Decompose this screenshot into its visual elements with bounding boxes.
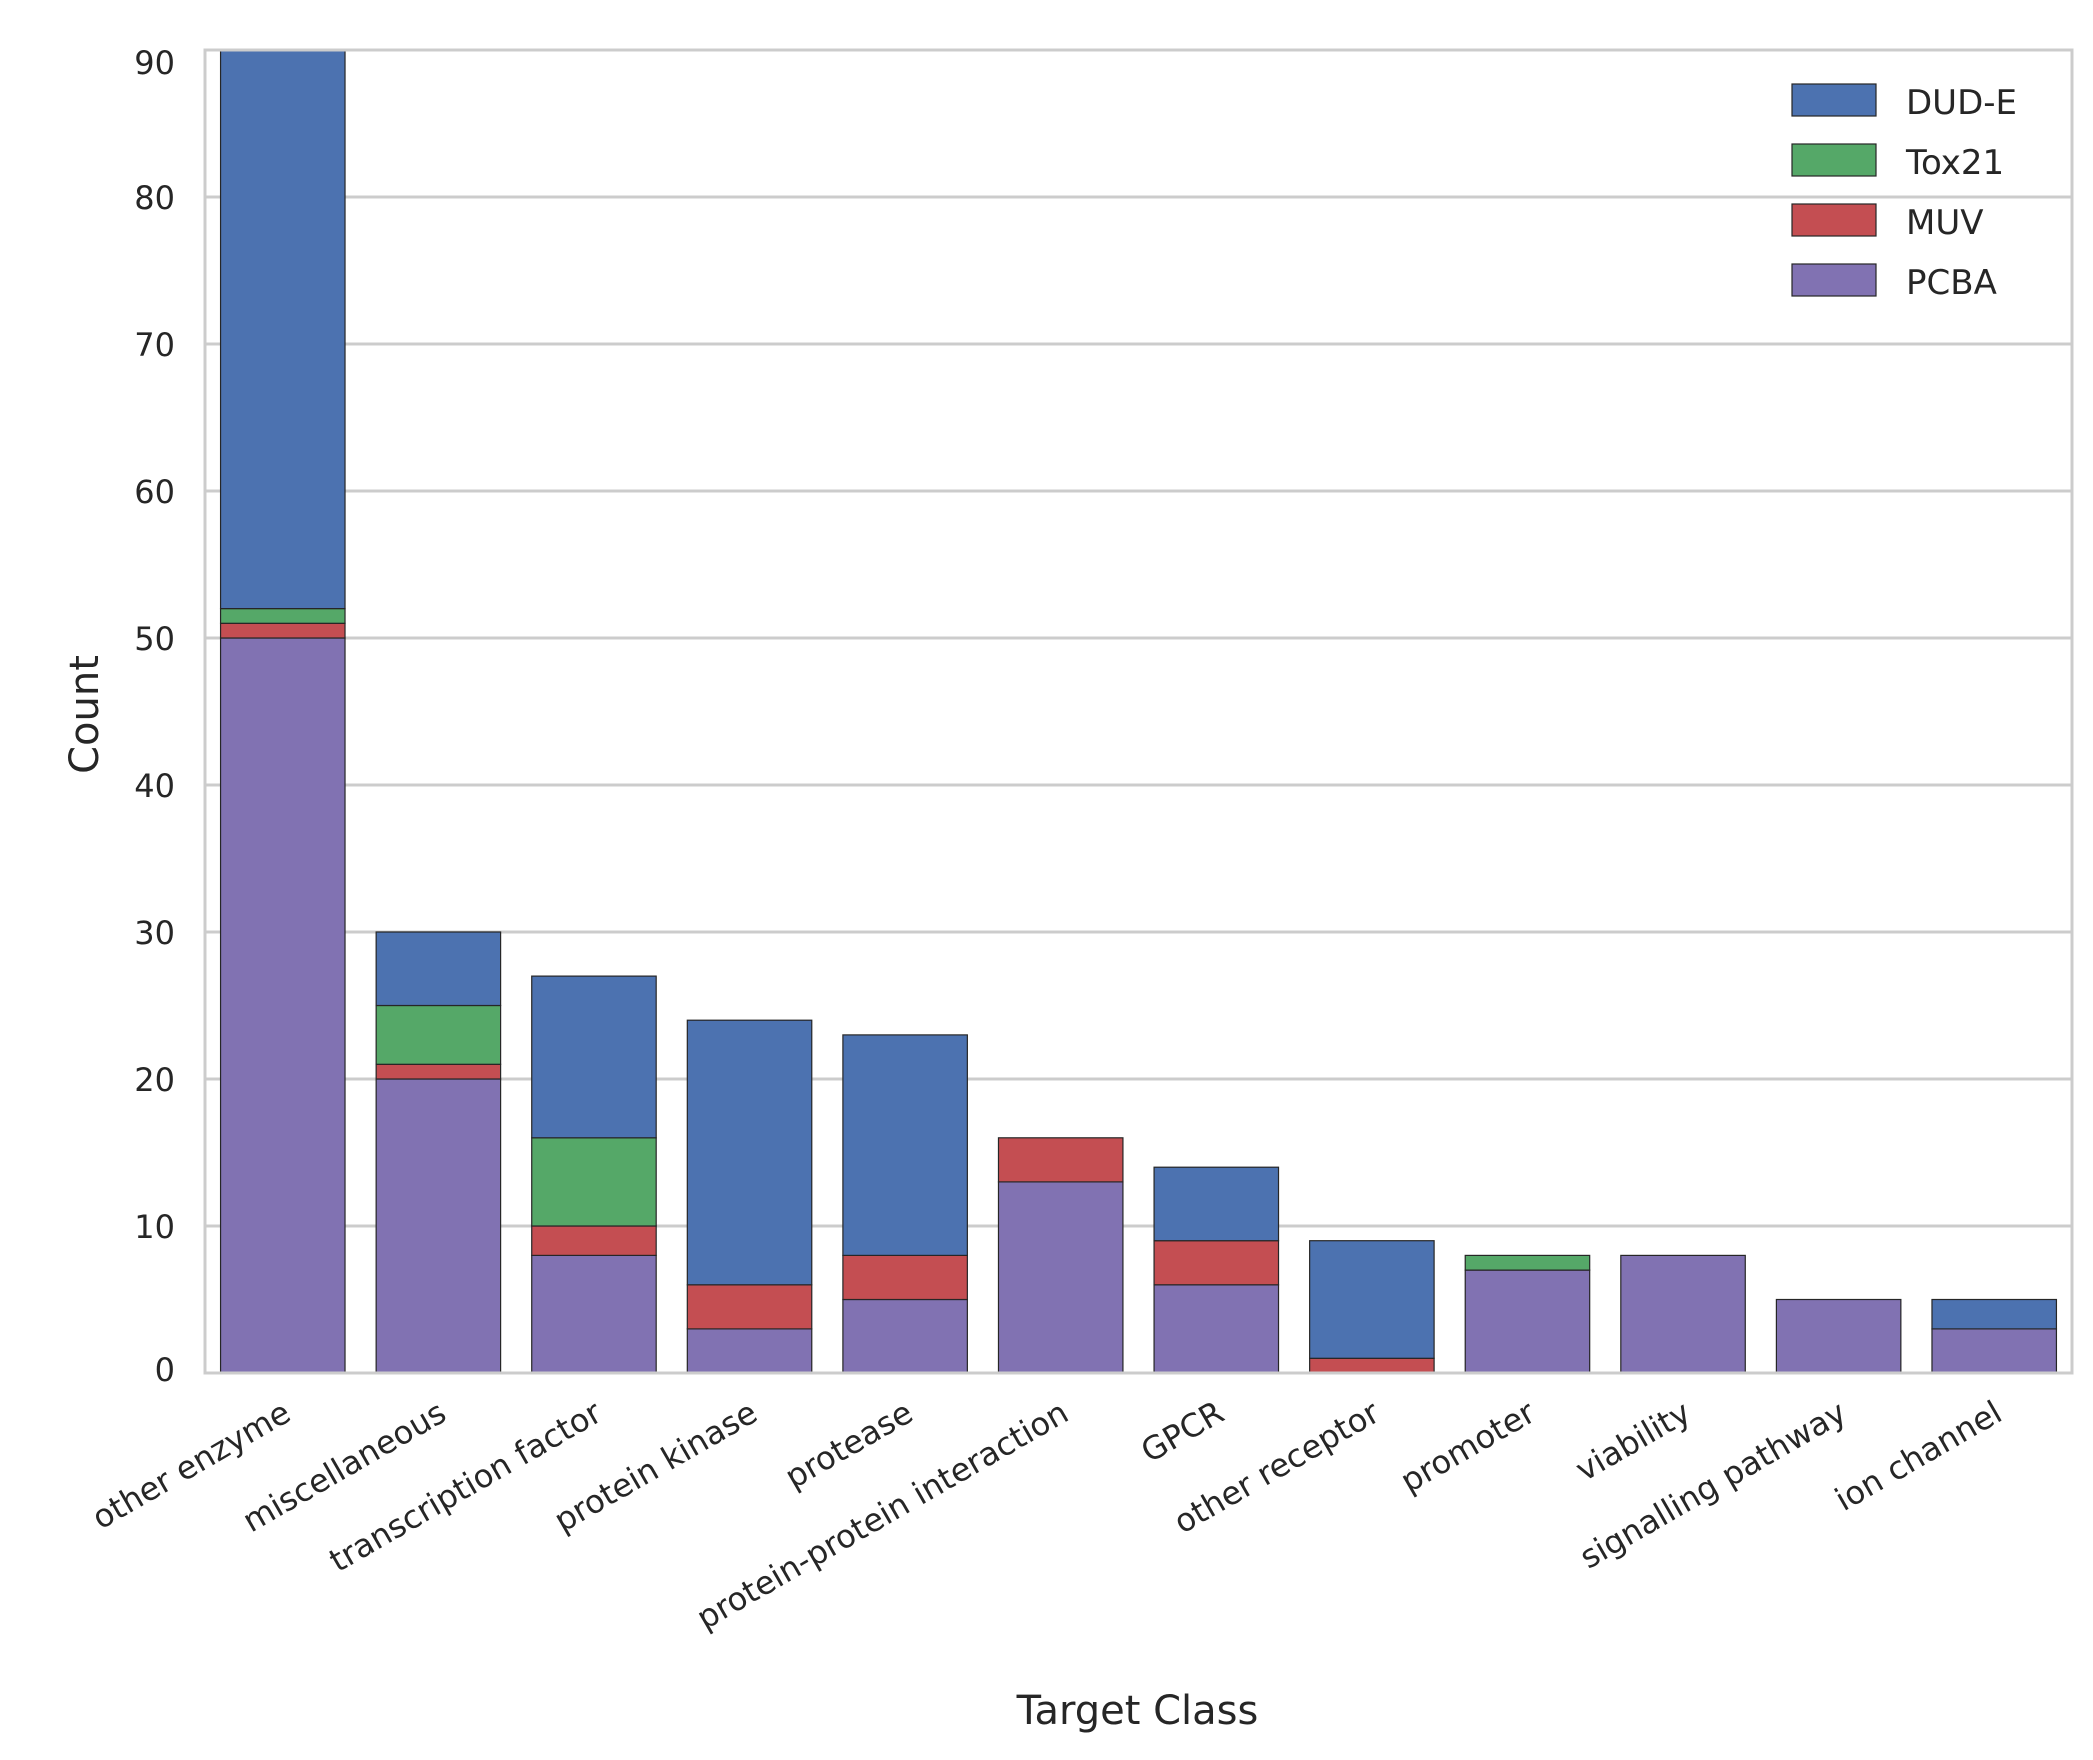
bar-segment-tox21 (1464, 1254, 1591, 1271)
legend-swatch-tox21 (1791, 143, 1877, 177)
bar-segment-tox21 (531, 1137, 657, 1227)
plot-frame (203, 48, 2074, 1375)
bar-segment-dud-e (375, 931, 502, 1007)
bar-segment-pcba (1931, 1328, 2058, 1374)
y-tick-label: 40 (134, 767, 175, 805)
y-tick-label: 50 (134, 620, 175, 658)
legend-swatch-dud-e (1791, 83, 1877, 117)
x-tick-label: ion channel (1829, 1393, 2009, 1519)
bar-segment-muv (375, 1063, 502, 1080)
bar-segment-muv (997, 1137, 1124, 1183)
bar-segment-muv (219, 622, 346, 639)
y-tick-label: 60 (134, 473, 175, 511)
bar-segment-muv (686, 1284, 813, 1330)
y-tick-label: 30 (134, 914, 175, 952)
x-axis-title: Target Class (1016, 1688, 1259, 1734)
legend: DUD-E Tox21 MUV PCBA (1791, 83, 2017, 303)
y-tick-label: 10 (134, 1208, 175, 1246)
x-tick-label: GPCR (1134, 1393, 1230, 1470)
bar-segment-dud-e (842, 1034, 968, 1257)
bar-segment-pcba (1153, 1284, 1280, 1374)
bar-segment-pcba (686, 1328, 813, 1374)
bar-segment-tox21 (219, 607, 346, 624)
y-axis-title: Count (62, 655, 108, 774)
legend-label-muv: MUV (1906, 203, 1983, 243)
bar-segment-dud-e (1309, 1240, 1435, 1359)
bar-segment-dud-e (686, 1019, 813, 1286)
bars (219, 49, 2058, 1374)
y-tick-label: 70 (134, 326, 175, 364)
bar-segment-dud-e (219, 49, 346, 610)
bar-segment-pcba (1464, 1269, 1591, 1374)
legend-swatch-pcba (1791, 263, 1877, 297)
legend-label-pcba: PCBA (1906, 263, 1997, 303)
bar-segment-dud-e (1931, 1298, 2058, 1330)
y-tick-label: 20 (134, 1061, 175, 1099)
legend-label-dud-e: DUD-E (1906, 83, 2017, 123)
bar-segment-tox21 (375, 1004, 502, 1065)
legend-label-tox21: Tox21 (1905, 143, 2004, 183)
bar-segment-pcba (1620, 1254, 1746, 1374)
x-tick-label: signalling pathway (1573, 1393, 1852, 1576)
y-axis-ticks: 0 10 20 30 40 50 60 70 80 90 (134, 44, 175, 1389)
x-tick-label: protease (778, 1393, 919, 1496)
x-tick-label: transcription factor (323, 1393, 609, 1580)
legend-swatch-muv (1791, 203, 1877, 237)
x-tick-label: promoter (1394, 1393, 1542, 1501)
bar-segment-pcba (531, 1254, 657, 1374)
bar-segment-pcba (1775, 1298, 1902, 1374)
bar-segment-pcba (219, 637, 346, 1374)
bar-segment-muv (1153, 1240, 1280, 1286)
bar-segment-muv (842, 1254, 968, 1301)
y-tick-label: 0 (155, 1351, 175, 1389)
bar-segment-pcba (842, 1298, 968, 1374)
bar-segment-muv (531, 1225, 657, 1256)
bar-segment-pcba (997, 1181, 1124, 1374)
y-tick-label: 90 (134, 44, 175, 82)
y-tick-label: 80 (134, 179, 175, 217)
bar-segment-dud-e (531, 975, 657, 1139)
bar-segment-dud-e (1153, 1166, 1280, 1242)
x-tick-label: viability (1569, 1393, 1697, 1489)
bar-segment-pcba (375, 1078, 502, 1374)
bar-segment-muv (1309, 1357, 1435, 1374)
